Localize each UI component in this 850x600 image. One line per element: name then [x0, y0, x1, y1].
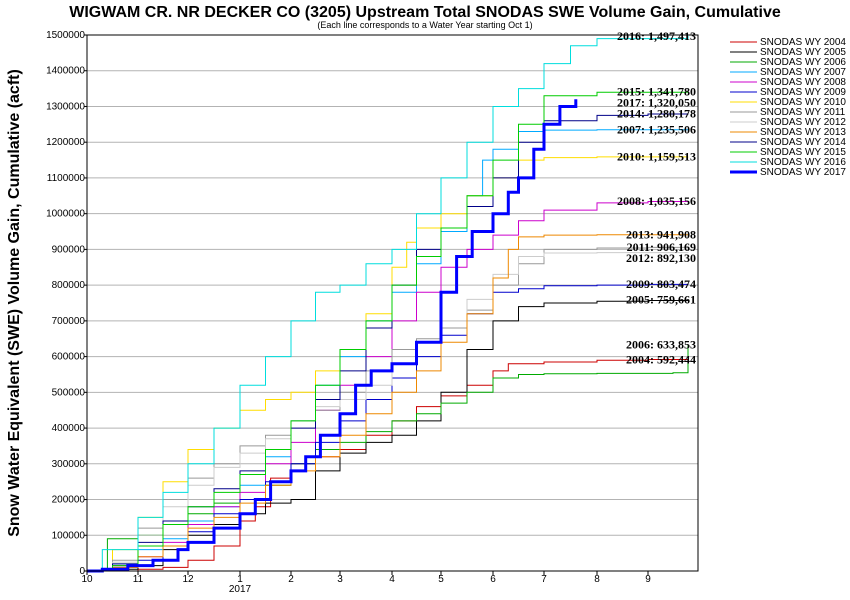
y-tick-label: 600000: [52, 352, 86, 363]
y-tick-label: 1200000: [46, 137, 85, 148]
y-tick-label: 400000: [52, 423, 86, 434]
series-line: [87, 99, 578, 573]
x-tick-label: 6: [490, 574, 496, 585]
x-tick-label: 7: [541, 574, 547, 585]
series-line: [87, 359, 689, 572]
y-tick-label: 1300000: [46, 101, 85, 112]
x-tick-label: 1: [237, 574, 243, 585]
x-tick-label: 10: [81, 574, 93, 585]
legend-label: SNODAS WY 2008: [760, 77, 846, 88]
end-label: 2008: 1,035,156: [617, 194, 696, 208]
series-line: [87, 201, 689, 572]
y-tick-label: 0: [79, 566, 85, 577]
end-label: 2011: 906,169: [627, 240, 696, 254]
y-ticks: 0 100000 200000 300000 400000 500000 600000 700…: [46, 30, 87, 577]
chart-title: WIGWAM CR. NR DECKER CO (3205) Upstream …: [69, 4, 781, 21]
y-tick-label: 1000000: [46, 209, 85, 220]
x-tick-label: 9: [645, 574, 651, 585]
legend-label: SNODAS WY 2007: [760, 67, 846, 78]
y-tick-label: 100000: [52, 530, 86, 541]
end-label: 2013: 941,908: [626, 227, 696, 241]
legend-label: SNODAS WY 2004: [760, 37, 846, 48]
end-label: 2016: 1,497,413: [617, 29, 696, 43]
series-line: [87, 344, 689, 572]
legend-label: SNODAS WY 2017: [760, 167, 846, 178]
y-tick-label: 1400000: [46, 66, 85, 77]
y-tick-label: 700000: [52, 316, 86, 327]
end-label: 2015: 1,341,780: [617, 85, 696, 99]
end-label: 2006: 633,853: [626, 338, 696, 352]
series-line: [87, 35, 689, 572]
x-tick-label: 3: [337, 574, 343, 585]
legend-label: SNODAS WY 2012: [760, 117, 846, 128]
legend-label: SNODAS WY 2005: [760, 47, 846, 58]
legend-label: SNODAS WY 2013: [760, 127, 846, 138]
end-label: 2005: 759,661: [626, 293, 696, 307]
legend-label: SNODAS WY 2015: [760, 147, 846, 158]
x-tick-label: 11: [133, 574, 144, 585]
series-line: [87, 283, 689, 572]
legend-label: SNODAS WY 2009: [760, 87, 846, 98]
y-tick-label: 1500000: [46, 30, 85, 41]
x-tick-label: 4: [389, 574, 395, 585]
x-year-label: 2017: [229, 584, 252, 595]
end-label: 2004: 592,444: [626, 352, 696, 366]
series-layer: [87, 35, 689, 573]
y-tick-label: 300000: [52, 459, 86, 470]
legend-label: SNODAS WY 2016: [760, 157, 846, 168]
series-line: [87, 156, 689, 572]
legend-label: SNODAS WY 2006: [760, 57, 846, 68]
series-line: [87, 246, 689, 572]
series-line: [87, 113, 689, 572]
end-label: 2012: 892,130: [626, 251, 696, 265]
series-line: [87, 91, 689, 572]
y-axis-label: Snow Water Equivalent (SWE) Volume Gain,…: [6, 69, 23, 537]
end-label: 2009: 803,474: [626, 277, 696, 291]
y-tick-label: 200000: [52, 495, 86, 506]
series-line: [87, 252, 689, 572]
y-tick-label: 900000: [52, 244, 86, 255]
end-label: 2010: 1,159,513: [617, 150, 696, 164]
y-tick-label: 800000: [52, 280, 86, 291]
x-tick-label: 8: [594, 574, 600, 585]
legend-label: SNODAS WY 2014: [760, 137, 846, 148]
legend-label: SNODAS WY 2011: [760, 107, 846, 118]
x-tick-label: 2: [288, 574, 294, 585]
x-tick-label: 12: [182, 574, 194, 585]
y-tick-label: 500000: [52, 387, 86, 398]
y-tick-label: 1100000: [47, 173, 86, 184]
end-label: 2017: 1,320,050: [617, 96, 696, 110]
series-line: [87, 129, 689, 572]
end-label: 2014: 1,280,178: [617, 107, 696, 121]
legend-label: SNODAS WY 2010: [760, 97, 846, 108]
chart-subtitle: (Each line corresponds to a Water Year s…: [317, 20, 532, 30]
x-ticks: 10 11 12 1 2 3 4 5 6 7 8 9: [81, 571, 651, 585]
end-label: 2007: 1,235,506: [617, 123, 696, 137]
x-tick-label: 5: [438, 574, 444, 585]
